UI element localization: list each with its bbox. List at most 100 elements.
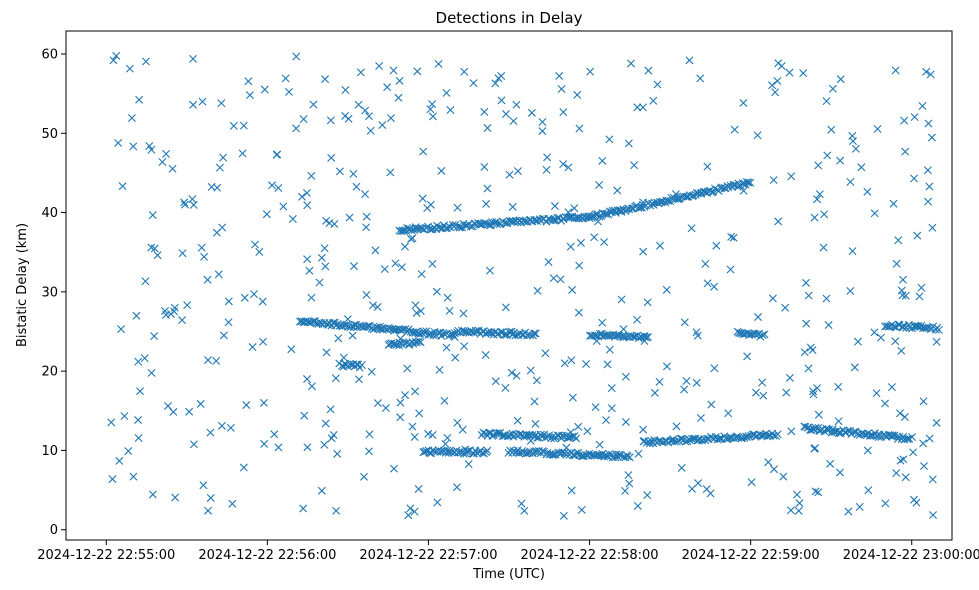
detection-point [327,434,336,443]
y-axis-ticks: 0 10 20 30 40 50 60 [41,47,66,538]
x-tick-label: 2024-12-22 22:59:00 [682,548,820,563]
detection-point [299,115,308,124]
detection-point [577,505,586,514]
detection-point [787,172,796,181]
detection-point [512,100,521,109]
detection-point [743,352,752,361]
x-tick-label: 2024-12-22 22:58:00 [521,548,659,563]
track-point [425,225,434,234]
detection-point [497,96,506,105]
detection-point [603,360,612,369]
detection-point [136,387,145,396]
detection-point [349,169,358,178]
detection-point [224,297,233,306]
detection-point [739,186,748,195]
detection-point [759,391,768,400]
track-point [746,178,755,187]
detection-point [494,74,503,83]
track-point [908,433,917,442]
detection-point [910,174,919,183]
detection-point [926,70,935,79]
detection-point [605,135,614,144]
detection-point [870,209,879,218]
detection-point [204,506,213,515]
detection-point [307,382,316,391]
detection-point [795,499,804,508]
detection-point [898,291,907,300]
detection-point [459,309,468,318]
track-point [623,452,632,461]
x-tick-label: 2024-12-22 23:00:00 [843,548,979,563]
detection-point [150,332,159,341]
detection-point [570,204,579,213]
detection-point [386,168,395,177]
detection-point [428,100,437,109]
detection-point [809,390,818,399]
detection-point [331,374,340,383]
detection-point [918,102,927,111]
detection-point [145,142,154,151]
detection-point [507,368,516,377]
detection-point [513,167,522,176]
detection-point [712,241,721,250]
detection-point [366,126,375,135]
detection-point [925,182,934,191]
track-point [450,333,459,342]
detection-point [600,238,609,247]
detection-point [915,292,924,301]
detection-point [259,337,267,346]
detection-point [171,493,180,502]
detection-point [218,223,227,232]
detection-point [892,259,901,268]
detection-point [215,163,224,172]
detection-point [189,100,198,109]
detection-point [924,119,933,128]
detection-point [217,99,226,108]
detection-point [383,83,392,92]
detection-point [433,498,442,507]
detection-point [602,416,610,425]
detection-point [650,388,659,397]
detection-point [863,187,872,196]
detection-point [129,472,138,481]
detection-point [259,398,268,407]
track-point [697,436,706,445]
detection-point [794,506,803,515]
detection-point [630,161,639,170]
detection-point [326,405,335,414]
detection-point [896,456,905,465]
detection-point [828,84,837,93]
detection-point [769,176,778,185]
detection-point [621,372,630,381]
detection-point [219,331,228,340]
track-point [538,447,547,456]
detection-point [395,76,404,85]
detection-point [876,333,885,342]
track-point [744,432,753,441]
detection-point [428,259,437,268]
detection-point [804,291,813,300]
detection-point [114,138,123,147]
detection-point [166,310,175,319]
track-point [687,434,696,443]
detection-point [443,433,452,442]
track-point [758,331,767,340]
detection-point [643,298,652,307]
detection-point [148,211,157,220]
detection-point [550,202,559,211]
detection-point [870,328,879,337]
detection-point [638,103,647,112]
detection-point [910,113,919,122]
detection-point [320,440,329,449]
detection-point [292,52,301,61]
detection-point [140,354,149,363]
detection-point [279,202,288,211]
track-point [801,422,810,431]
detection-point [317,486,326,495]
detection-point [671,190,680,199]
detection-point [639,198,648,207]
track-point [694,189,703,198]
detection-point [330,220,339,229]
detection-point [365,430,374,439]
detection-point [109,56,118,65]
